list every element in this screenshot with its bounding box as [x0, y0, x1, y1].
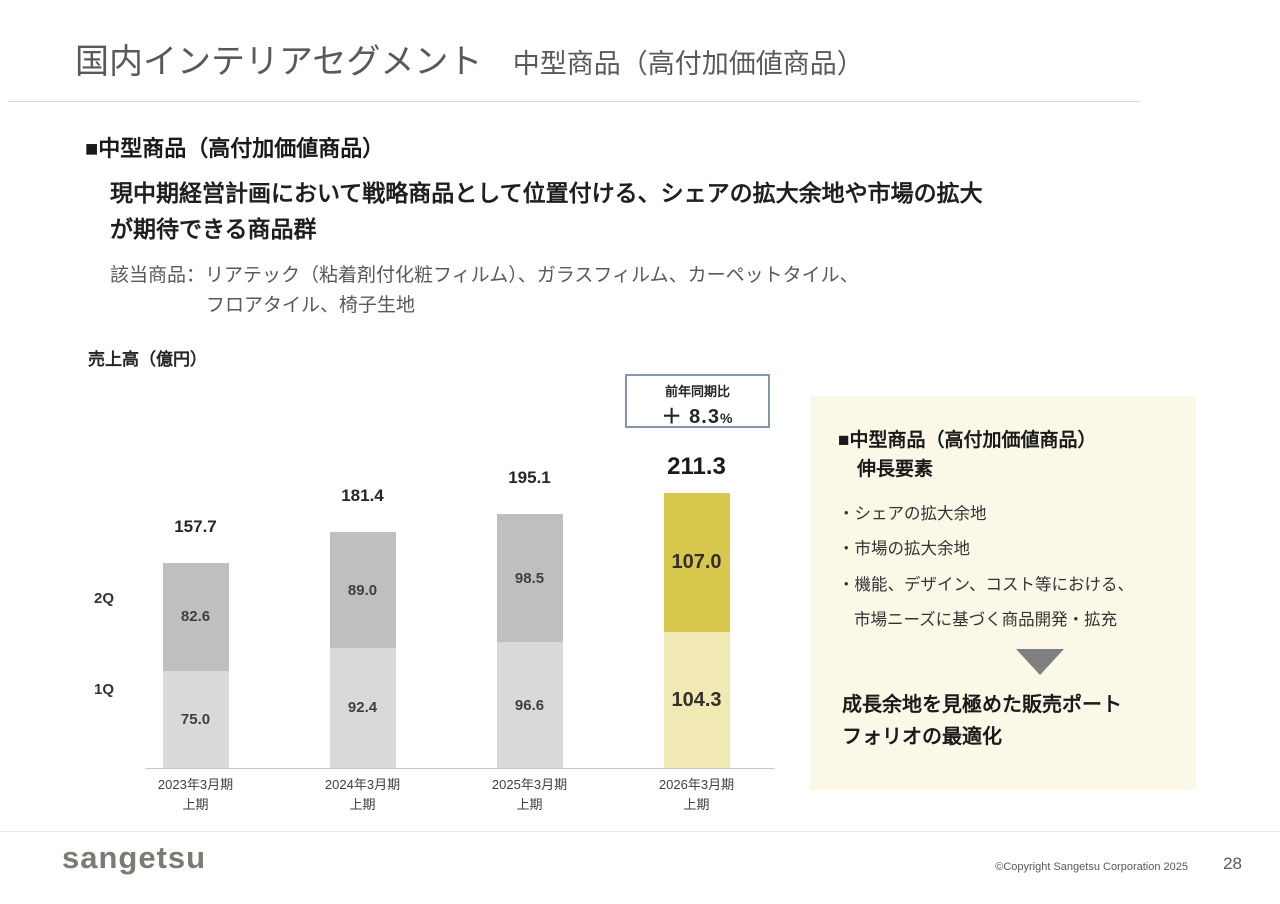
- stacked-bar: 107.0 104.3: [663, 493, 730, 768]
- product-line-2: フロアタイル、椅子生地: [206, 295, 416, 317]
- stacked-bar: 82.6 75.0: [162, 563, 229, 768]
- bar-segment-2q: 98.5: [496, 514, 563, 643]
- page-number: 28: [1223, 854, 1242, 873]
- category-label: 2025年3月期: [491, 777, 568, 792]
- bar-group-2026-highlight: 211.3 107.0 104.3: [613, 428, 780, 768]
- down-arrow-icon: [1016, 648, 1064, 675]
- lead-line-1: 現中期経営計画において戦略商品として位置付ける、シェアの拡大余地や市場の拡大: [110, 180, 983, 206]
- bar-segment-1q: 92.4: [329, 647, 396, 768]
- yoy-value: ＋ 8.3: [661, 406, 720, 428]
- bar-group-2024: 181.4 89.0 92.4: [279, 428, 446, 768]
- category-label: 2024年3月期: [324, 777, 401, 792]
- category-label: 2026年3月期: [658, 777, 735, 792]
- percent-sign: %: [719, 410, 734, 426]
- stacked-bar: 89.0 92.4: [329, 532, 396, 768]
- segment-value-label: 92.4: [347, 699, 378, 717]
- lead-line-2: が期待できる商品群: [110, 215, 317, 242]
- footer-divider: [0, 831, 1280, 832]
- growth-factors-panel: ■中型商品（高付加価値商品） 伸長要素 ・シェアの拡大余地 ・市場の拡大余地 ・…: [810, 396, 1196, 790]
- segment-value-label: 104.3: [671, 688, 722, 711]
- x-axis-label-2025: 2025年3月期 上期: [446, 775, 613, 815]
- category-sublabel: 上期: [349, 797, 376, 813]
- bullet-item: ・シェアの拡大余地: [838, 504, 987, 523]
- yoy-badge: 前年同期比 ＋ 8.3%: [625, 374, 770, 428]
- category-label: 2023年3月期: [157, 777, 234, 792]
- category-sublabel: 上期: [182, 797, 209, 813]
- x-axis-labels: 2023年3月期 上期 2024年3月期 上期 2025年3月期 上期 2026…: [112, 775, 780, 815]
- panel-heading-line-2: 伸長要素: [857, 459, 934, 481]
- slide-title-sub: 中型商品（高付加価値商品）: [512, 49, 864, 79]
- panel-conclusion: 成長余地を見極めた販売ポート フォリオの最適化: [838, 689, 1168, 753]
- bar-group-2023: 157.7 82.6 75.0: [112, 428, 279, 768]
- x-axis-label-2024: 2024年3月期 上期: [279, 775, 446, 815]
- bar-total-label: 181.4: [341, 486, 384, 506]
- segment-value-label: 107.0: [671, 551, 722, 574]
- segment-value-label: 98.5: [514, 569, 545, 587]
- conclusion-line-2: フォリオの最適化: [842, 725, 1002, 748]
- panel-heading: ■中型商品（高付加価値商品） 伸長要素: [838, 426, 1168, 485]
- axis-label-2q: 2Q: [94, 590, 115, 607]
- panel-heading-line-1: ■中型商品（高付加価値商品）: [838, 430, 1097, 451]
- bar-segment-2q: 82.6: [162, 563, 229, 671]
- slide-title-main: 国内インテリアセグメント: [75, 43, 483, 81]
- bar-segment-1q: 96.6: [496, 642, 563, 768]
- chart-axis-title: 売上高（億円）: [88, 350, 207, 369]
- bar-segment-2q: 107.0: [663, 493, 730, 633]
- axis-label-1q: 1Q: [94, 681, 115, 698]
- panel-bullet-list: ・シェアの拡大余地 ・市場の拡大余地 ・機能、デザイン、コスト等における、 市場…: [838, 497, 1168, 639]
- category-sublabel: 上期: [683, 797, 710, 813]
- section-heading: ■中型商品（高付加価値商品）: [85, 136, 385, 161]
- conclusion-line-1: 成長余地を見極めた販売ポート: [842, 693, 1122, 716]
- segment-value-label: 75.0: [180, 710, 211, 728]
- copyright-text: ©Copyright Sangetsu Corporation 2025: [995, 861, 1188, 873]
- segment-value-label: 82.6: [180, 608, 211, 626]
- product-line-1: 該当商品：リアテック（粘着剤付化粧フィルム）、ガラスフィルム、カーペットタイル、: [110, 265, 859, 286]
- x-axis-label-2023: 2023年3月期 上期: [112, 775, 279, 815]
- stacked-bar: 98.5 96.6: [496, 514, 563, 768]
- bar-segment-2q: 89.0: [329, 532, 396, 648]
- sangetsu-logo: sangetsu: [62, 840, 207, 875]
- slide-title: 国内インテリアセグメント 中型商品（高付加価値商品）: [75, 34, 864, 83]
- segment-value-label: 89.0: [347, 581, 378, 599]
- x-axis-label-2026: 2026年3月期 上期: [613, 775, 780, 815]
- segment-value-label: 96.6: [514, 696, 545, 714]
- bullet-item: ・市場の拡大余地: [838, 540, 970, 559]
- yoy-badge-value: ＋ 8.3%: [627, 400, 768, 429]
- product-list-text: 該当商品：リアテック（粘着剤付化粧フィルム）、ガラスフィルム、カーペットタイル、…: [110, 261, 859, 322]
- bullet-item-continuation: 市場ニーズに基づく商品開発・拡充: [854, 611, 1118, 630]
- bar-total-label: 211.3: [667, 453, 726, 481]
- title-underline: [8, 101, 1140, 102]
- lead-text: 現中期経営計画において戦略商品として位置付ける、シェアの拡大余地や市場の拡大 が…: [110, 176, 983, 247]
- bar-total-label: 157.7: [174, 517, 217, 537]
- bar-total-label: 195.1: [508, 468, 551, 488]
- category-sublabel: 上期: [516, 797, 543, 813]
- x-axis-line: [145, 768, 775, 769]
- bullet-item: ・機能、デザイン、コスト等における、: [838, 575, 1135, 594]
- bar-group-2025: 195.1 98.5 96.6: [446, 428, 613, 768]
- yoy-badge-label: 前年同期比: [664, 384, 730, 399]
- bar-segment-1q: 75.0: [162, 670, 229, 768]
- bar-segment-1q: 104.3: [663, 632, 730, 768]
- bar-chart: 157.7 82.6 75.0 181.4 89.0 92.4: [112, 428, 780, 768]
